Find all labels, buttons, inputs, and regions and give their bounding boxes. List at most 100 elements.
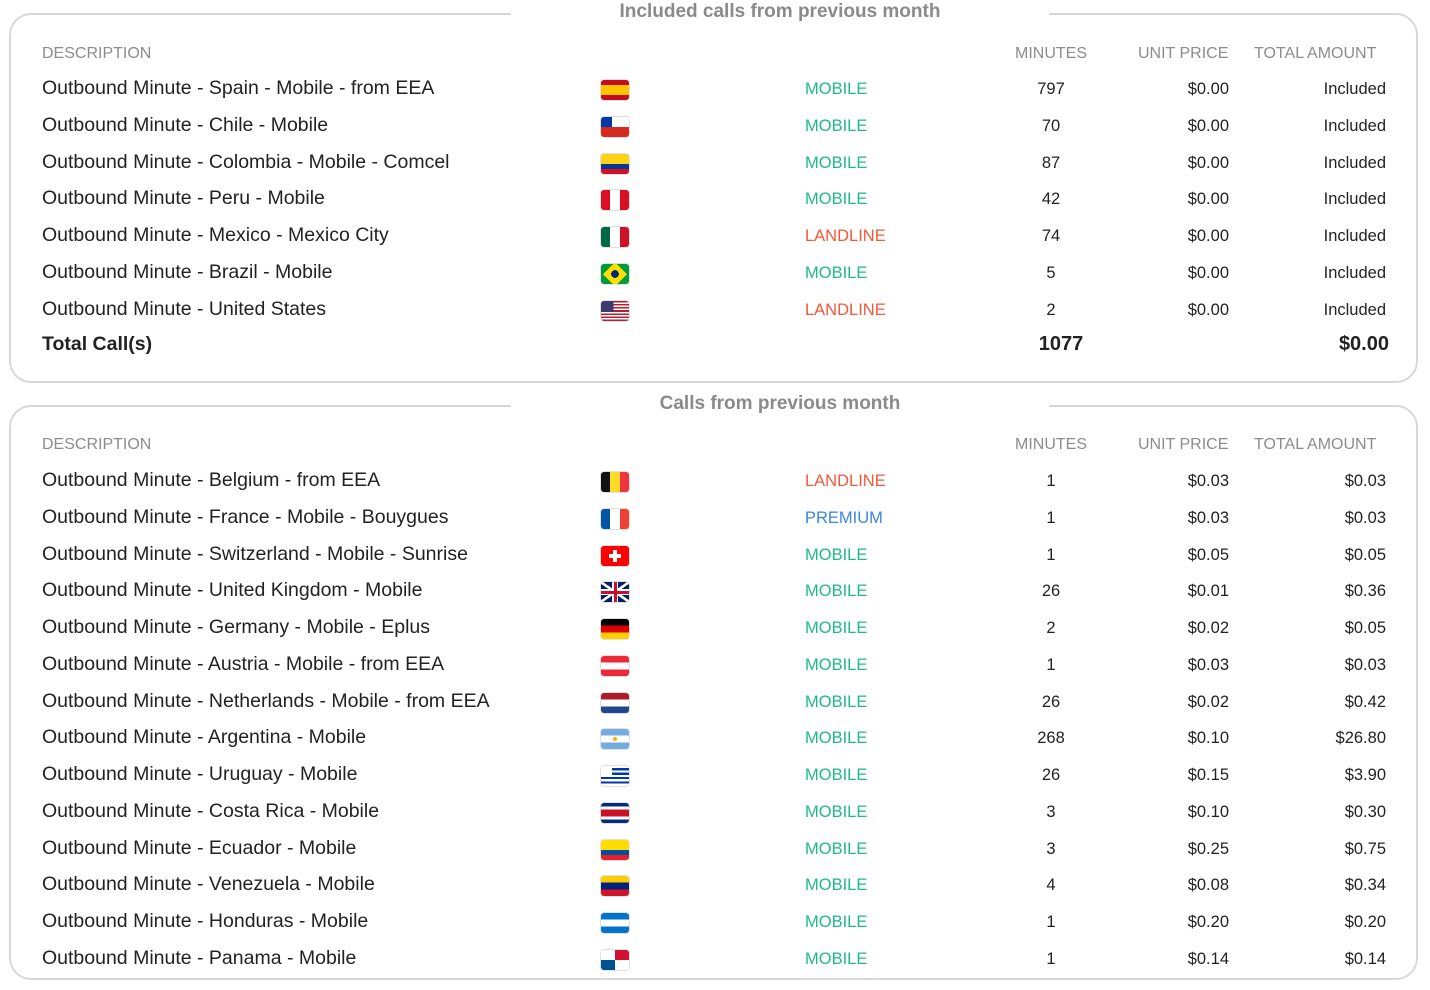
table-row: Outbound Minute - Costa Rica - Mobile MO… (11, 800, 1416, 830)
minutes: 1 (1046, 472, 1056, 490)
flag-nl-icon (601, 692, 629, 713)
table-row: Outbound Minute - Venezuela - Mobile MOB… (11, 873, 1416, 903)
call-description: Outbound Minute - Brazil - Mobile (42, 261, 333, 283)
call-type: MOBILE (805, 153, 868, 172)
minutes: 1 (1046, 508, 1056, 527)
table-row: Outbound Minute - United States LANDLINE… (11, 298, 1416, 328)
total-row: Total Call(s) 1077 $0.00 (11, 333, 1416, 363)
call-description: Outbound Minute - Argentina - Mobile (42, 726, 367, 749)
flag-br-icon (601, 264, 629, 284)
table-row: Outbound Minute - Germany - Mobile - Epl… (11, 616, 1416, 646)
table-row: Outbound Minute - Panama - Mobile MOBILE… (11, 947, 1416, 977)
minutes: 2 (1046, 619, 1056, 637)
minutes: 3 (1046, 839, 1056, 858)
total-amount: $0.34 (1344, 876, 1386, 895)
unit-price: $0.15 (1187, 766, 1229, 784)
total-amount: $0.42 (1344, 692, 1386, 711)
unit-price: $0.01 (1187, 582, 1229, 601)
flag-us-icon (601, 300, 629, 321)
call-description: Outbound Minute - Honduras - Mobile (42, 910, 369, 932)
unit-price: $0.08 (1187, 876, 1229, 895)
total-amount: Included (1323, 190, 1386, 209)
unit-price: $0.20 (1187, 913, 1229, 931)
header-total-amount: TOTAL AMOUNT (1254, 436, 1377, 453)
total-amount: Included (1323, 227, 1386, 246)
call-type: MOBILE (805, 949, 868, 968)
flag-ar-icon (601, 729, 629, 750)
call-description: Outbound Minute - Uruguay - Mobile (42, 763, 358, 785)
header-description: DESCRIPTION (42, 45, 152, 62)
total-amount: $0.14 (1344, 949, 1386, 968)
unit-price: $0.00 (1187, 264, 1229, 282)
call-description: Outbound Minute - Colombia - Mobile - Co… (42, 150, 450, 173)
flag-cl-icon (601, 116, 629, 137)
minutes: 268 (1037, 729, 1065, 748)
call-type: LANDLINE (805, 472, 886, 490)
header-minutes: MINUTES (1015, 45, 1087, 62)
call-type: MOBILE (805, 913, 868, 931)
total-amount: $0.05 (1344, 545, 1386, 564)
total-amount: Included (1323, 300, 1386, 319)
flag-co-icon (601, 153, 629, 174)
call-description: Outbound Minute - Venezuela - Mobile (42, 873, 375, 896)
total-amount: $0.75 (1344, 839, 1386, 858)
call-type: MOBILE (805, 876, 868, 895)
unit-price: $0.03 (1187, 508, 1229, 527)
minutes: 1 (1046, 655, 1056, 674)
minutes: 70 (1041, 116, 1061, 135)
included-calls-panel: Included calls from previous month DESCR… (9, 1, 1418, 383)
total-amount: $0.20 (1344, 913, 1386, 931)
unit-price: $0.00 (1187, 116, 1229, 135)
call-type: LANDLINE (805, 227, 886, 246)
total-amount: Included (1323, 153, 1386, 172)
header-total-amount: TOTAL AMOUNT (1254, 45, 1377, 62)
total-amount: Included (1323, 80, 1386, 98)
unit-price: $0.00 (1187, 190, 1229, 209)
call-type: MOBILE (805, 582, 868, 601)
unit-price: $0.25 (1187, 839, 1229, 858)
table-row: Outbound Minute - Uruguay - Mobile MOBIL… (11, 763, 1416, 793)
table-row: Outbound Minute - Peru - Mobile MOBILE 4… (11, 187, 1416, 217)
table-row: Outbound Minute - Ecuador - Mobile MOBIL… (11, 837, 1416, 867)
flag-ve-icon (601, 876, 629, 897)
minutes: 797 (1037, 80, 1065, 98)
unit-price: $0.00 (1187, 227, 1229, 246)
table-row: Outbound Minute - France - Mobile - Bouy… (11, 506, 1416, 536)
unit-price: $0.00 (1187, 153, 1229, 172)
unit-price: $0.10 (1187, 802, 1229, 821)
minutes: 1 (1046, 913, 1056, 931)
call-type: MOBILE (805, 619, 868, 637)
total-amount: Included (1323, 116, 1386, 135)
total-label: Total Call(s) (42, 333, 153, 355)
call-type: LANDLINE (805, 300, 886, 319)
table-row: Outbound Minute - Belgium - from EEA LAN… (11, 469, 1416, 499)
call-description: Outbound Minute - Germany - Mobile - Epl… (42, 616, 431, 638)
call-description: Outbound Minute - Spain - Mobile - from … (42, 77, 435, 99)
table-row: Outbound Minute - United Kingdom - Mobil… (11, 579, 1416, 609)
call-description: Outbound Minute - Mexico - Mexico City (42, 224, 389, 247)
call-description: Outbound Minute - Peru - Mobile (42, 187, 325, 210)
flag-ch-icon (601, 545, 629, 566)
call-description: Outbound Minute - Ecuador - Mobile (42, 836, 357, 859)
header-unit-price: UNIT PRICE (1138, 45, 1229, 62)
call-description: Outbound Minute - Costa Rica - Mobile (42, 799, 380, 822)
call-description: Outbound Minute - United Kingdom - Mobil… (42, 579, 423, 602)
table-row: Outbound Minute - Argentina - Mobile MOB… (11, 726, 1416, 756)
unit-price: $0.14 (1187, 949, 1229, 968)
header-description: DESCRIPTION (42, 436, 152, 453)
table-row: Outbound Minute - Netherlands - Mobile -… (11, 690, 1416, 720)
call-description: Outbound Minute - Austria - Mobile - fro… (42, 652, 445, 675)
table-row: Outbound Minute - Switzerland - Mobile -… (11, 543, 1416, 573)
total-amount: $0.03 (1344, 655, 1386, 674)
header-minutes: MINUTES (1015, 436, 1087, 453)
flag-cr-icon (601, 802, 629, 823)
minutes: 74 (1041, 227, 1061, 246)
call-type: MOBILE (805, 655, 868, 674)
minutes: 26 (1041, 692, 1061, 711)
total-amount: $3.90 (1344, 766, 1386, 784)
call-type: MOBILE (805, 545, 868, 564)
calls-panel: Calls from previous month DESCRIPTION MI… (9, 393, 1418, 980)
flag-es-icon (601, 80, 629, 100)
total-amount: $0.36 (1344, 582, 1386, 601)
call-description: Outbound Minute - Chile - Mobile (42, 113, 329, 136)
